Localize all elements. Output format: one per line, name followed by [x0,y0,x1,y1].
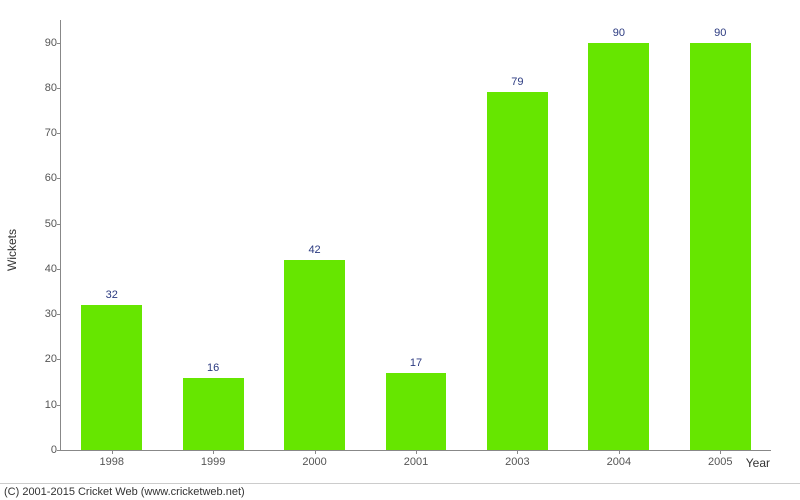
x-tick-mark [112,450,113,454]
bar-value-label: 32 [106,289,118,301]
x-tick-mark [213,450,214,454]
y-tick-mark [57,405,61,406]
y-tick-mark [57,359,61,360]
x-tick-label: 2000 [302,456,326,468]
bar: 90 [588,43,649,450]
y-axis-label: Wickets [5,229,19,271]
bar: 90 [690,43,751,450]
x-axis-label: Year [746,456,770,470]
y-tick-label: 70 [29,127,57,139]
x-tick-label: 2005 [708,456,732,468]
bar: 79 [487,92,548,450]
y-tick-label: 0 [29,444,57,456]
bar: 32 [81,305,142,450]
y-tick-mark [57,224,61,225]
y-tick-mark [57,314,61,315]
y-tick-label: 90 [29,37,57,49]
x-tick-label: 1998 [99,456,123,468]
bar: 42 [284,260,345,450]
y-tick-mark [57,133,61,134]
bar-value-label: 17 [410,357,422,369]
x-tick-mark [517,450,518,454]
bar-value-label: 42 [308,244,320,256]
copyright-text: (C) 2001-2015 Cricket Web (www.cricketwe… [4,486,245,498]
x-tick-mark [720,450,721,454]
bar: 17 [386,373,447,450]
bar-value-label: 90 [613,27,625,39]
divider [0,483,800,484]
bar-value-label: 16 [207,362,219,374]
y-tick-mark [57,43,61,44]
bar: 16 [183,378,244,450]
y-tick-label: 80 [29,82,57,94]
y-tick-label: 30 [29,308,57,320]
y-tick-mark [57,269,61,270]
x-tick-mark [619,450,620,454]
x-tick-label: 2001 [404,456,428,468]
x-tick-mark [315,450,316,454]
y-tick-label: 40 [29,263,57,275]
y-tick-mark [57,178,61,179]
x-tick-label: 2004 [607,456,631,468]
y-tick-label: 10 [29,399,57,411]
bar-value-label: 90 [714,27,726,39]
y-tick-label: 50 [29,218,57,230]
chart-container: Wickets 01020304050607080901998321999162… [0,0,800,500]
y-tick-label: 60 [29,172,57,184]
y-tick-label: 20 [29,353,57,365]
x-tick-label: 2003 [505,456,529,468]
y-tick-mark [57,88,61,89]
plot-area: 0102030405060708090199832199916200042200… [60,20,771,451]
bar-value-label: 79 [511,76,523,88]
x-tick-label: 1999 [201,456,225,468]
x-tick-mark [416,450,417,454]
y-tick-mark [57,450,61,451]
